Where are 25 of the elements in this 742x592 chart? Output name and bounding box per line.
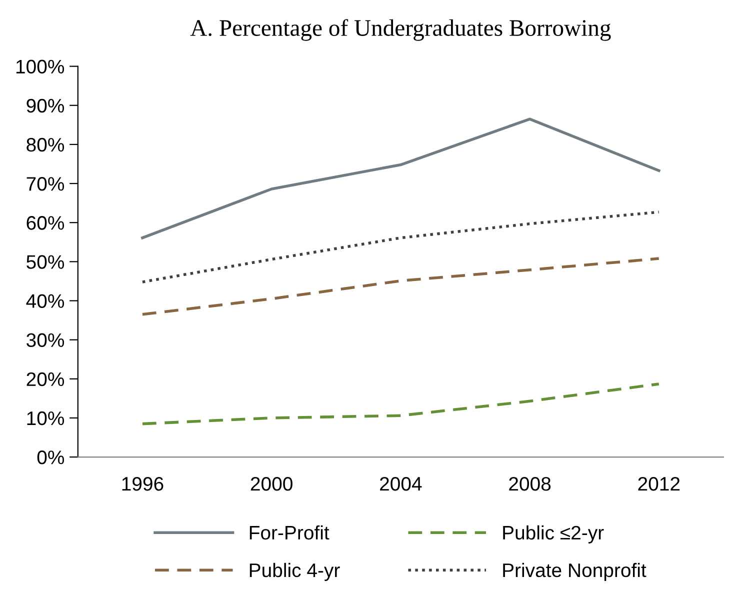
y-tick-label: 80% xyxy=(26,138,64,152)
y-tick-label: 70% xyxy=(26,176,64,191)
line-series xyxy=(141,210,660,284)
legend-label: For-Profit xyxy=(250,525,330,540)
x-tick-label: 2004 xyxy=(380,476,422,491)
x-tick-label: 2008 xyxy=(509,476,551,491)
y-tick-label: 60% xyxy=(26,216,64,230)
y-tick-label: 40% xyxy=(26,294,64,308)
legend-label: Public 4-yr xyxy=(250,562,340,582)
x-tick-label: 2000 xyxy=(250,476,292,491)
line-series xyxy=(141,257,660,316)
y-tick-label: 100% xyxy=(16,60,64,74)
line-series xyxy=(141,118,660,240)
y-tick-label: 0% xyxy=(37,450,64,464)
x-tick-label: 1996 xyxy=(122,476,164,491)
y-tick-label: 20% xyxy=(26,372,64,386)
y-tick-label: 90% xyxy=(26,98,64,113)
y-tick-label: 50% xyxy=(26,255,64,269)
y-tick-label: 30% xyxy=(26,333,64,348)
y-tick-label: 10% xyxy=(27,411,64,426)
legend-label: Private Nonprofit xyxy=(503,562,646,582)
legend-label: Public ≤2-yr xyxy=(503,525,604,544)
x-tick-label: 2012 xyxy=(638,476,680,491)
line-series xyxy=(141,382,660,426)
chart-title: A. Percentage of Undergraduates Borrowing xyxy=(190,19,611,41)
